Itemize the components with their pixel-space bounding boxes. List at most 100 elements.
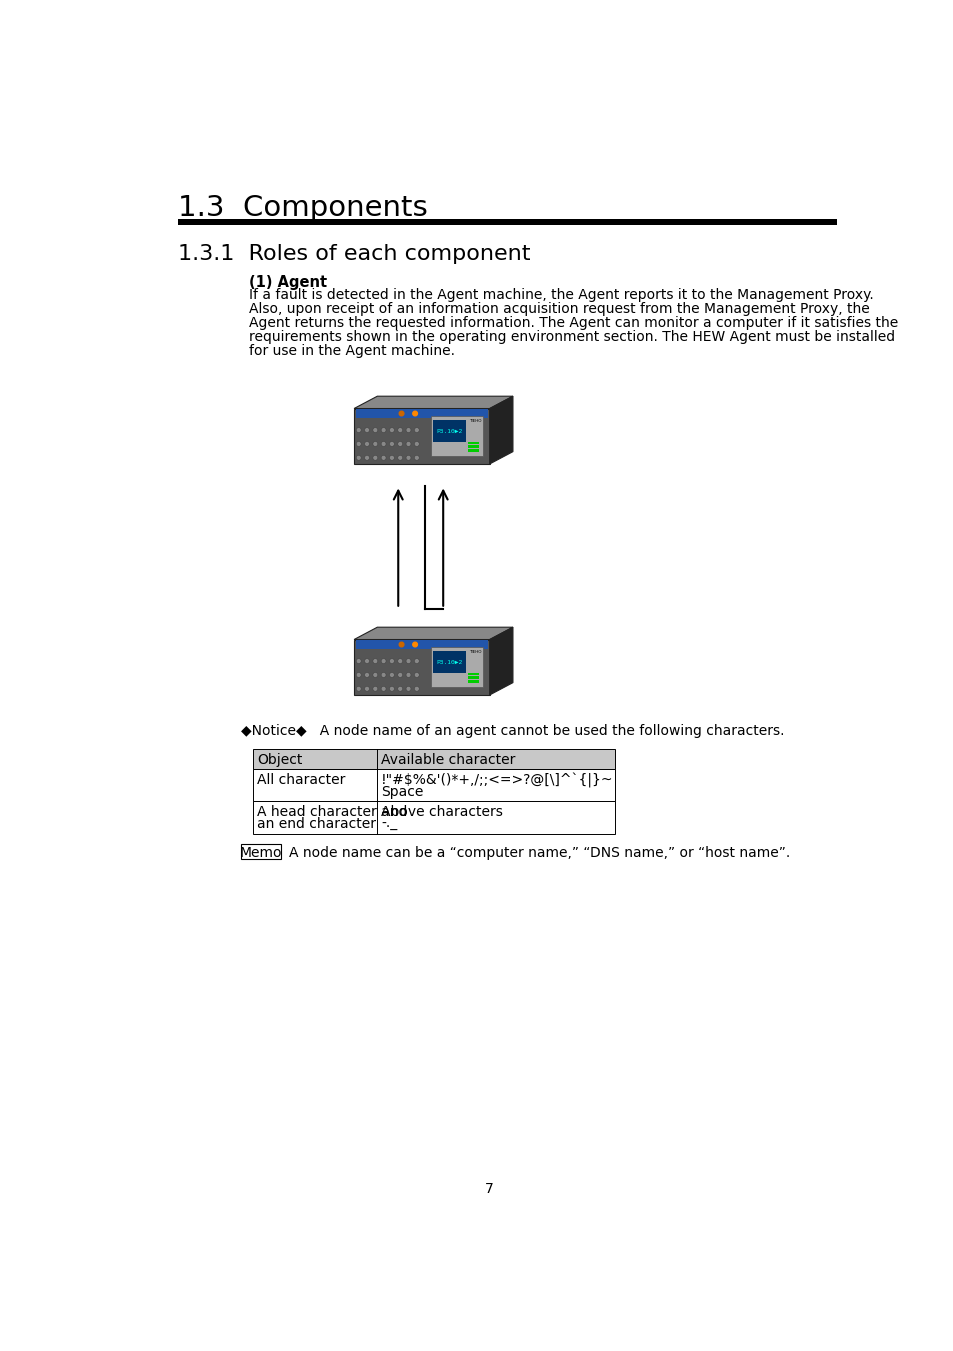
Circle shape <box>373 659 377 663</box>
Text: A node name can be a “computer name,” “DNS name,” or “host name”.: A node name can be a “computer name,” “D… <box>289 846 789 859</box>
Polygon shape <box>489 627 513 694</box>
Circle shape <box>414 659 419 663</box>
Polygon shape <box>354 396 513 408</box>
Circle shape <box>364 686 369 692</box>
Bar <box>178 219 836 226</box>
Text: (1) Agent: (1) Agent <box>249 276 327 290</box>
Circle shape <box>389 659 394 663</box>
Circle shape <box>406 686 411 692</box>
Text: an end character: an end character <box>257 817 375 831</box>
Circle shape <box>381 673 386 677</box>
Bar <box>431 416 482 457</box>
Circle shape <box>355 428 361 432</box>
Circle shape <box>355 442 361 446</box>
Circle shape <box>364 659 369 663</box>
Text: Space: Space <box>381 785 423 798</box>
Bar <box>253 801 615 834</box>
Text: !"#$%&'()*+,/;;<=>?@[\]^`{|}~: !"#$%&'()*+,/;;<=>?@[\]^`{|}~ <box>381 773 613 788</box>
Polygon shape <box>489 396 513 463</box>
Bar <box>431 647 482 688</box>
Bar <box>468 673 478 676</box>
Circle shape <box>373 686 377 692</box>
Text: A head character and: A head character and <box>257 805 407 819</box>
Circle shape <box>381 442 386 446</box>
Text: -._: -._ <box>381 817 397 831</box>
Circle shape <box>364 442 369 446</box>
Bar <box>241 843 281 859</box>
Circle shape <box>389 428 394 432</box>
Text: P3.10▶2: P3.10▶2 <box>436 659 462 665</box>
Text: If a fault is detected in the Agent machine, the Agent reports it to the Managem: If a fault is detected in the Agent mach… <box>249 288 873 303</box>
Circle shape <box>381 686 386 692</box>
Circle shape <box>397 455 402 461</box>
Circle shape <box>414 673 419 677</box>
Circle shape <box>381 455 386 461</box>
Circle shape <box>397 686 402 692</box>
Text: Agent returns the requested information. The Agent can monitor a computer if it : Agent returns the requested information.… <box>249 316 897 330</box>
Text: TIEHO: TIEHO <box>468 650 481 654</box>
Circle shape <box>406 455 411 461</box>
Circle shape <box>381 659 386 663</box>
Text: requirements shown in the operating environment section. The HEW Agent must be i: requirements shown in the operating envi… <box>249 330 894 345</box>
Text: 1.3.1  Roles of each component: 1.3.1 Roles of each component <box>178 243 530 263</box>
Text: Above characters: Above characters <box>381 805 502 819</box>
Circle shape <box>398 642 403 647</box>
Circle shape <box>414 428 419 432</box>
Text: Also, upon receipt of an information acquisition request from the Management Pro: Also, upon receipt of an information acq… <box>249 303 868 316</box>
Circle shape <box>364 455 369 461</box>
Text: for use in the Agent machine.: for use in the Agent machine. <box>249 345 455 358</box>
Circle shape <box>406 659 411 663</box>
Bar <box>468 677 478 678</box>
Bar <box>433 651 466 673</box>
Text: Memo: Memo <box>239 846 282 859</box>
Bar <box>355 639 488 650</box>
Polygon shape <box>354 627 513 639</box>
Circle shape <box>414 455 419 461</box>
Circle shape <box>397 659 402 663</box>
Circle shape <box>413 411 417 416</box>
Circle shape <box>413 642 417 647</box>
Text: 1.3  Components: 1.3 Components <box>178 195 428 223</box>
Circle shape <box>355 659 361 663</box>
Bar <box>354 408 489 463</box>
Circle shape <box>389 686 394 692</box>
Text: Available character: Available character <box>381 753 515 767</box>
Circle shape <box>397 442 402 446</box>
Circle shape <box>414 442 419 446</box>
Bar <box>433 420 466 442</box>
Bar <box>355 408 488 419</box>
Bar <box>468 450 478 451</box>
Text: TIEHO: TIEHO <box>468 419 481 423</box>
Circle shape <box>373 442 377 446</box>
Circle shape <box>414 686 419 692</box>
Circle shape <box>398 411 403 416</box>
Text: Object: Object <box>257 753 302 767</box>
Circle shape <box>373 673 377 677</box>
Circle shape <box>355 686 361 692</box>
Circle shape <box>389 442 394 446</box>
Bar <box>253 769 615 801</box>
Circle shape <box>364 673 369 677</box>
Text: 7: 7 <box>484 1182 493 1197</box>
Circle shape <box>397 673 402 677</box>
Text: ◆Notice◆   A node name of an agent cannot be used the following characters.: ◆Notice◆ A node name of an agent cannot … <box>241 724 783 738</box>
Text: All character: All character <box>257 774 345 788</box>
Circle shape <box>381 428 386 432</box>
Bar <box>253 748 615 769</box>
Circle shape <box>389 455 394 461</box>
Text: P3.10▶2: P3.10▶2 <box>436 428 462 434</box>
Circle shape <box>364 428 369 432</box>
Circle shape <box>373 428 377 432</box>
Circle shape <box>355 673 361 677</box>
Circle shape <box>406 673 411 677</box>
Circle shape <box>397 428 402 432</box>
Bar <box>468 681 478 682</box>
Bar <box>354 639 489 694</box>
Circle shape <box>355 455 361 461</box>
Circle shape <box>389 673 394 677</box>
Circle shape <box>406 442 411 446</box>
Bar <box>468 446 478 447</box>
Circle shape <box>406 428 411 432</box>
Circle shape <box>373 455 377 461</box>
Bar <box>468 442 478 444</box>
